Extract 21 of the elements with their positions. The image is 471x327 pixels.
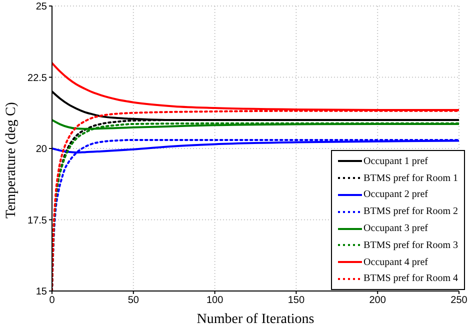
y-tick-label: 25 xyxy=(36,2,48,13)
x-tick-label: 200 xyxy=(369,295,386,306)
legend-label: BTMS pref for Room 4 xyxy=(364,273,458,284)
x-tick-label: 150 xyxy=(288,295,305,306)
x-tick-label: 0 xyxy=(49,295,56,306)
x-tick-label: 100 xyxy=(206,295,224,306)
legend-label: Occupant 4 pref xyxy=(364,256,428,268)
legend-label: BTMS pref for Room 1 xyxy=(364,172,458,184)
y-tick-label: 17.5 xyxy=(28,215,48,226)
x-axis-title: Number of Iterations xyxy=(196,312,314,327)
legend-label: BTMS pref for Room 2 xyxy=(364,206,458,218)
legend-label: Occupant 1 pref xyxy=(364,156,428,167)
x-tick-label: 50 xyxy=(128,295,140,306)
legend-label: Occupant 2 pref xyxy=(364,189,428,200)
y-axis-title: Temperature (deg C) xyxy=(4,102,19,218)
y-tick-label: 15 xyxy=(36,286,48,298)
x-tick-label: 250 xyxy=(450,295,468,306)
legend-label: Occupant 3 pref xyxy=(364,223,428,234)
y-tick-label: 22.5 xyxy=(28,72,48,84)
y-tick-label: 20 xyxy=(36,144,48,156)
legend-label: BTMS pref for Room 3 xyxy=(364,240,458,251)
